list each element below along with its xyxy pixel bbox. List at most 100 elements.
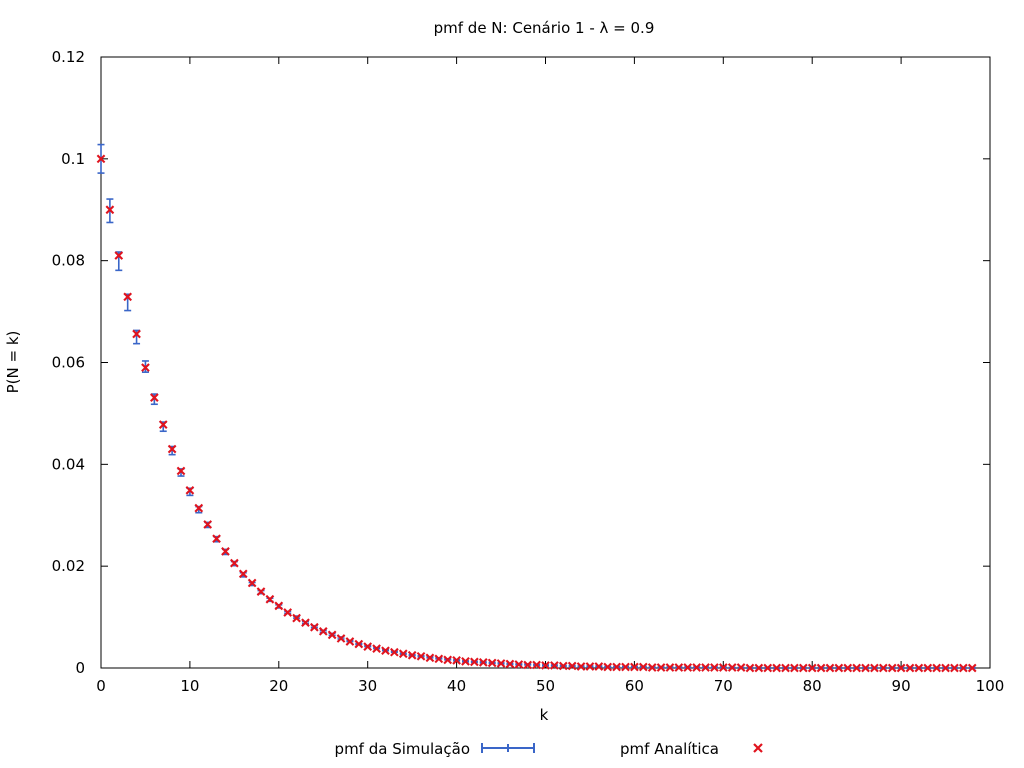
analytic-point xyxy=(167,444,177,454)
analytic-point xyxy=(638,662,648,672)
y-tick-label: 0 xyxy=(75,659,85,677)
analytic-point xyxy=(950,663,959,673)
analytic-point xyxy=(914,663,924,673)
analytic-point xyxy=(265,594,275,604)
analytic-point xyxy=(301,618,310,628)
analytic-point xyxy=(230,558,239,568)
analytic-point xyxy=(398,649,408,659)
analytic-point xyxy=(798,663,808,673)
analytic-point xyxy=(754,663,764,673)
analytic-point xyxy=(710,663,719,672)
analytic-point xyxy=(461,657,470,666)
analytic-point xyxy=(612,662,621,672)
analytic-point xyxy=(630,662,639,672)
analytic-point xyxy=(896,663,906,673)
y-axis-label: P(N = k) xyxy=(4,331,22,394)
analytic-point xyxy=(381,646,390,656)
analytic-point xyxy=(158,420,168,429)
x-tick-label: 30 xyxy=(358,677,377,695)
analytic-point xyxy=(923,663,933,673)
legend-label-analitica: pmf Analítica xyxy=(620,740,719,758)
analytic-point xyxy=(567,661,577,671)
analytic-point xyxy=(123,292,133,302)
legend: pmf da Simulação pmf Analítica xyxy=(335,740,763,758)
analytic-point xyxy=(523,660,533,670)
analytic-point xyxy=(878,663,888,673)
y-tick-label: 0.04 xyxy=(52,455,85,473)
y-tick-label: 0.06 xyxy=(52,354,85,372)
analytic-point xyxy=(870,663,879,673)
y-tick-label: 0.12 xyxy=(52,48,85,66)
analytic-point xyxy=(692,663,701,672)
legend-marker-simulacao xyxy=(481,743,535,753)
analytic-point xyxy=(327,630,337,640)
analytic-point xyxy=(354,639,364,649)
analytic-point xyxy=(274,601,284,611)
analytic-point xyxy=(336,634,346,643)
analytic-point xyxy=(292,613,301,623)
analytic-point xyxy=(905,663,915,673)
analytic-point xyxy=(825,663,835,673)
analytic-point xyxy=(96,154,106,164)
x-tick-label: 100 xyxy=(976,677,1005,695)
analytic-point xyxy=(141,363,150,372)
analytic-point xyxy=(185,485,195,495)
analytic-point xyxy=(132,329,141,339)
legend-label-simulacao: pmf da Simulação xyxy=(335,740,470,758)
analytic-point xyxy=(558,661,568,671)
analytic-point xyxy=(434,654,444,664)
analytic-point xyxy=(505,659,515,669)
x-tick-label: 70 xyxy=(714,677,733,695)
analytic-point xyxy=(718,663,728,672)
analytic-point xyxy=(843,663,853,673)
x-tick-label: 20 xyxy=(269,677,288,695)
analytic-point xyxy=(425,653,435,663)
analytic-point xyxy=(212,534,221,544)
analytic-point xyxy=(647,663,657,672)
x-tick-label: 60 xyxy=(625,677,644,695)
analytic-point xyxy=(496,659,506,668)
y-tick-label: 0.08 xyxy=(52,252,85,270)
analytic-point xyxy=(203,520,213,529)
analytic-point xyxy=(256,587,266,596)
analytic-point xyxy=(585,662,595,671)
analytic-point xyxy=(372,644,381,653)
analytic-point xyxy=(781,663,790,673)
x-tick-label: 0 xyxy=(96,677,106,695)
analytic-point xyxy=(114,251,124,260)
analytic-point xyxy=(363,642,373,651)
analytic-point xyxy=(807,663,817,673)
analytic-point xyxy=(656,663,666,672)
analytic-point xyxy=(318,626,328,636)
analytic-point xyxy=(345,637,355,646)
analytic-point xyxy=(932,663,942,673)
chart-title: pmf de N: Cenário 1 - λ = 0.9 xyxy=(434,19,655,37)
analytic-point xyxy=(452,656,461,665)
y-tick-label: 0.1 xyxy=(61,150,85,168)
analytic-point xyxy=(736,663,746,672)
x-tick-label: 50 xyxy=(536,677,555,695)
analytic-point xyxy=(478,658,488,667)
analytic-point xyxy=(532,660,541,670)
analytic-point xyxy=(967,663,977,673)
analytic-point xyxy=(247,578,257,588)
analytic-point xyxy=(470,657,479,667)
analytic-point xyxy=(727,663,737,672)
analytic-point xyxy=(594,662,604,671)
analytic-point xyxy=(550,661,559,670)
analytic-point xyxy=(674,663,684,672)
analytic-point xyxy=(149,393,159,402)
analytic-point xyxy=(665,663,675,672)
analytic-point xyxy=(958,663,968,673)
x-tick-label: 10 xyxy=(180,677,199,695)
analytic-point xyxy=(541,661,550,670)
analytic-point xyxy=(816,663,826,673)
x-axis-label: k xyxy=(540,706,549,724)
analytic-point xyxy=(443,655,453,665)
analytic-point xyxy=(238,569,248,579)
analytic-point xyxy=(487,658,497,668)
analytic-point xyxy=(683,663,693,672)
analytic-point xyxy=(621,662,630,672)
